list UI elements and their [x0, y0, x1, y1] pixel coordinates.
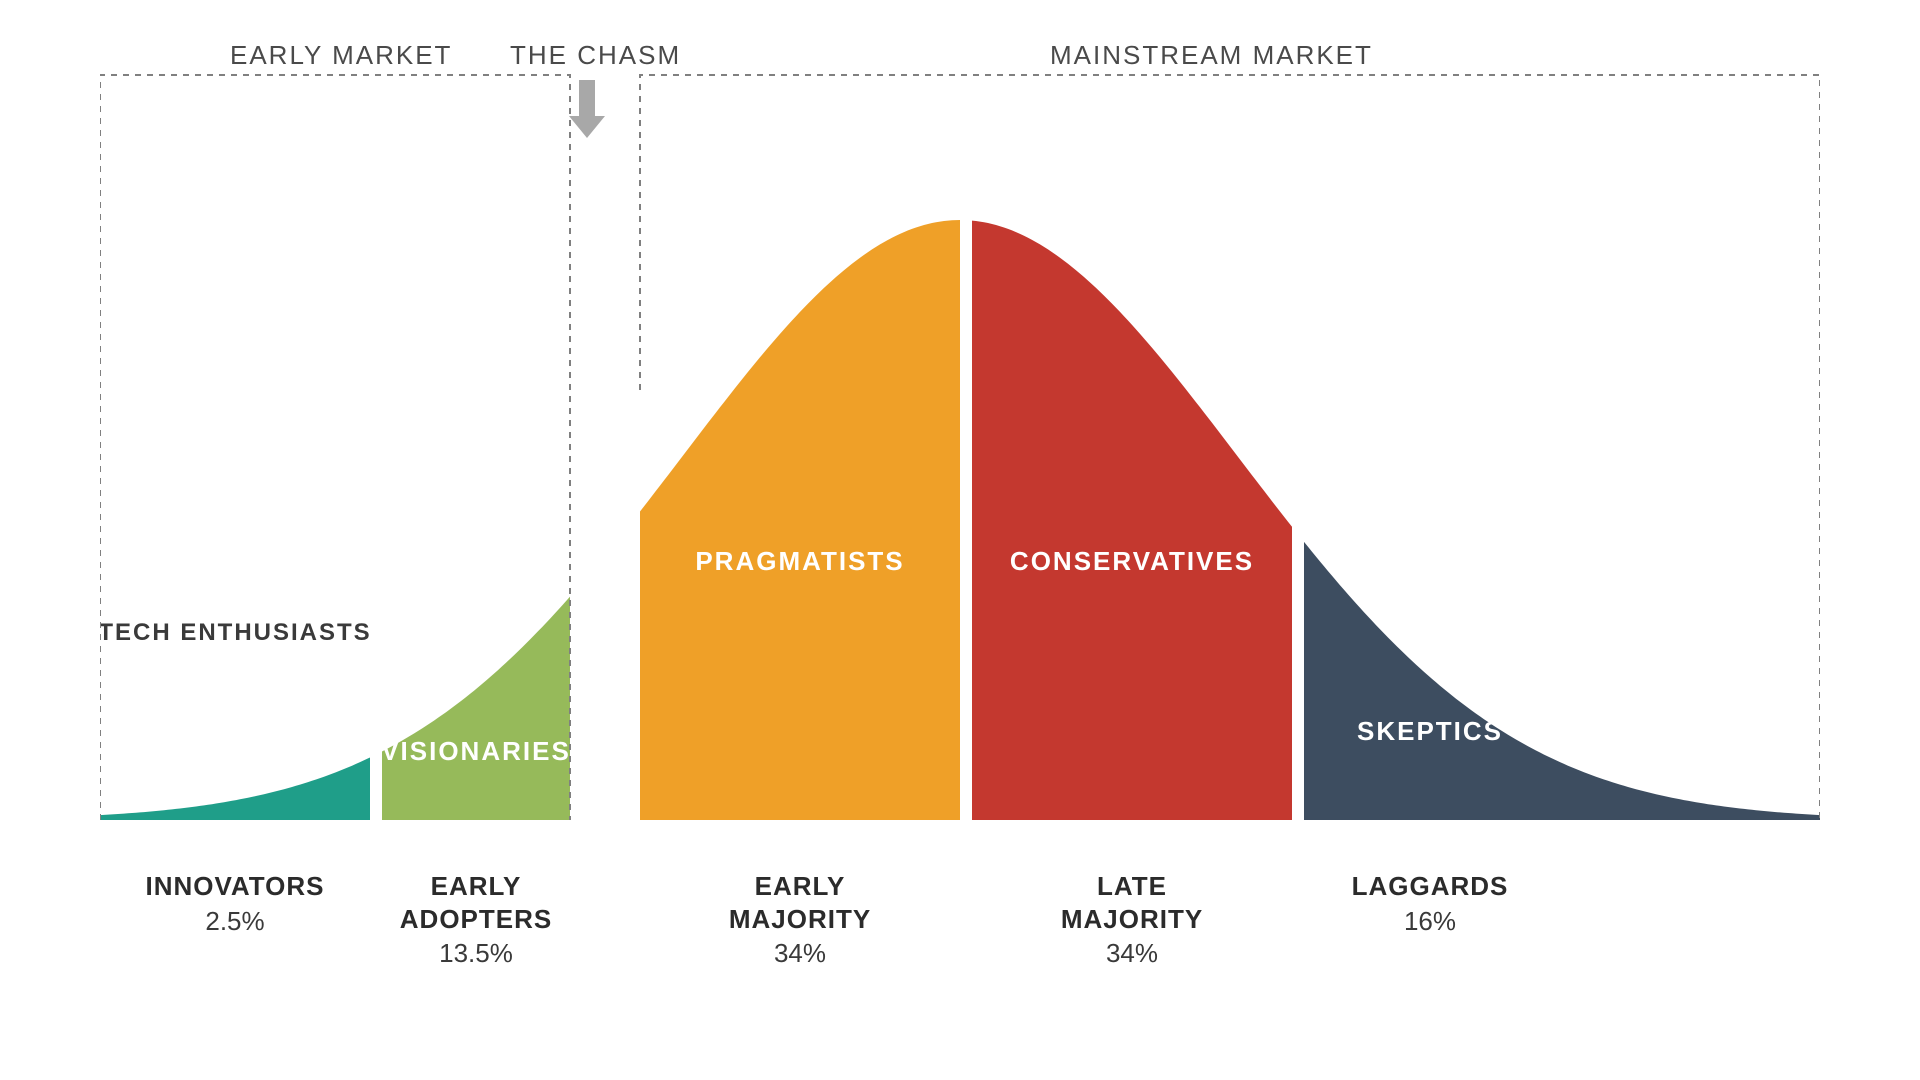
- bottom-label-percent: 16%: [1280, 905, 1580, 938]
- segment-label-early_adopters: VISIONARIES: [381, 736, 571, 766]
- segment-late_majority: [972, 221, 1292, 820]
- bottom-label-title-line: EARLY: [326, 870, 626, 903]
- bottom-label-percent: 34%: [982, 937, 1282, 970]
- adoption-curve-diagram: EARLY MARKET THE CHASM MAINSTREAM MARKET…: [100, 40, 1820, 1040]
- bottom-label-title-line: ADOPTERS: [326, 903, 626, 936]
- segment-label-laggards: SKEPTICS: [1357, 716, 1503, 746]
- bottom-label-percent: 34%: [650, 937, 950, 970]
- header-chasm: THE CHASM: [510, 40, 681, 71]
- segment-innovators: [100, 758, 370, 821]
- curve-svg: TECH ENTHUSIASTS VISIONARIES PRAGMATISTS CO…: [100, 40, 1820, 840]
- header-mainstream-market: MAINSTREAM MARKET: [1050, 40, 1373, 71]
- bottom-label-title-line: LATE: [982, 870, 1282, 903]
- segment-label-late_majority: CONSERVATIVES: [1010, 546, 1254, 576]
- chasm-arrow-icon: [569, 80, 605, 138]
- segment-early_adopters: [382, 597, 570, 820]
- segment-label-innovators: TECH ENTHUSIASTS: [100, 619, 372, 646]
- header-early-market: EARLY MARKET: [230, 40, 452, 71]
- bottom-label-title-line: MAJORITY: [650, 903, 950, 936]
- bottom-label-title-line: EARLY: [650, 870, 950, 903]
- bottom-label-title-line: MAJORITY: [982, 903, 1282, 936]
- bottom-label-early_majority: EARLYMAJORITY34%: [650, 870, 950, 970]
- bottom-label-early_adopters: EARLYADOPTERS13.5%: [326, 870, 626, 970]
- segment-label-early_majority: PRAGMATISTS: [695, 546, 904, 576]
- bottom-label-late_majority: LATEMAJORITY34%: [982, 870, 1282, 970]
- bottom-label-laggards: LAGGARDS16%: [1280, 870, 1580, 937]
- bottom-label-percent: 13.5%: [326, 937, 626, 970]
- bottom-label-title-line: LAGGARDS: [1280, 870, 1580, 903]
- segment-early_majority: [640, 220, 960, 820]
- segment-laggards: [1304, 542, 1820, 820]
